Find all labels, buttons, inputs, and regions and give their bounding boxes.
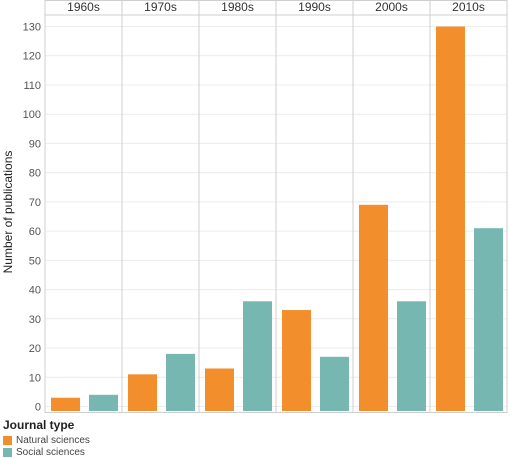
- bar-social-1990s[interactable]: [320, 356, 349, 411]
- bars: [51, 26, 503, 411]
- bar-social-1980s[interactable]: [243, 301, 272, 411]
- legend-swatch-natural: [3, 435, 12, 445]
- y-tick-label: 20: [29, 343, 41, 355]
- y-tick-label: 120: [23, 51, 41, 63]
- legend-item-natural-sciences[interactable]: Natural sciences: [3, 434, 90, 446]
- bar-social-2000s[interactable]: [397, 301, 426, 411]
- y-tick-label: 60: [29, 226, 41, 238]
- y-tick-label: 50: [29, 255, 41, 267]
- legend-label-natural: Natural sciences: [16, 434, 90, 446]
- legend-item-social-sciences[interactable]: Social sciences: [3, 446, 90, 458]
- bar-natural-1980s[interactable]: [205, 368, 234, 411]
- y-axis-label: Number of publications: [1, 151, 15, 274]
- y-tick-label: 130: [23, 22, 41, 34]
- bar-natural-1970s[interactable]: [128, 374, 157, 411]
- y-tick-label: 0: [35, 402, 41, 414]
- bar-natural-2010s[interactable]: [436, 26, 465, 411]
- bar-natural-2000s[interactable]: [359, 204, 388, 411]
- bar-social-1960s[interactable]: [89, 394, 118, 411]
- column-headers: 1960s 1970s 1980s 1990s 2000s 2010s: [67, 0, 485, 14]
- y-tick-label: 90: [29, 138, 41, 150]
- category-header: 2000s: [375, 0, 408, 14]
- bar-natural-1960s[interactable]: [51, 397, 80, 411]
- bar-social-1970s[interactable]: [166, 353, 195, 411]
- y-tick-label: 110: [23, 80, 41, 92]
- y-tick-label: 70: [29, 197, 41, 209]
- bar-natural-1990s[interactable]: [282, 310, 311, 411]
- y-tick-label: 40: [29, 285, 41, 297]
- legend-title: Journal type: [3, 418, 75, 432]
- category-header: 1970s: [144, 0, 177, 14]
- category-header: 1990s: [298, 0, 331, 14]
- legend-swatch-social: [3, 447, 12, 457]
- y-axis-ticks: 0 10 20 30 40 50 60 70 80 90 100 110 120 130: [23, 22, 41, 414]
- bar-social-2010s[interactable]: [474, 228, 503, 411]
- y-tick-label: 10: [29, 372, 41, 384]
- category-header: 1960s: [67, 0, 100, 14]
- legend: Journal type Natural sciences Social sci…: [3, 418, 90, 458]
- category-header: 1980s: [221, 0, 254, 14]
- y-tick-label: 80: [29, 168, 41, 180]
- category-header: 2010s: [452, 0, 485, 14]
- y-tick-label: 100: [23, 109, 41, 121]
- legend-label-social: Social sciences: [16, 446, 85, 458]
- category-panels: [44, 0, 508, 413]
- y-tick-label: 30: [29, 314, 41, 326]
